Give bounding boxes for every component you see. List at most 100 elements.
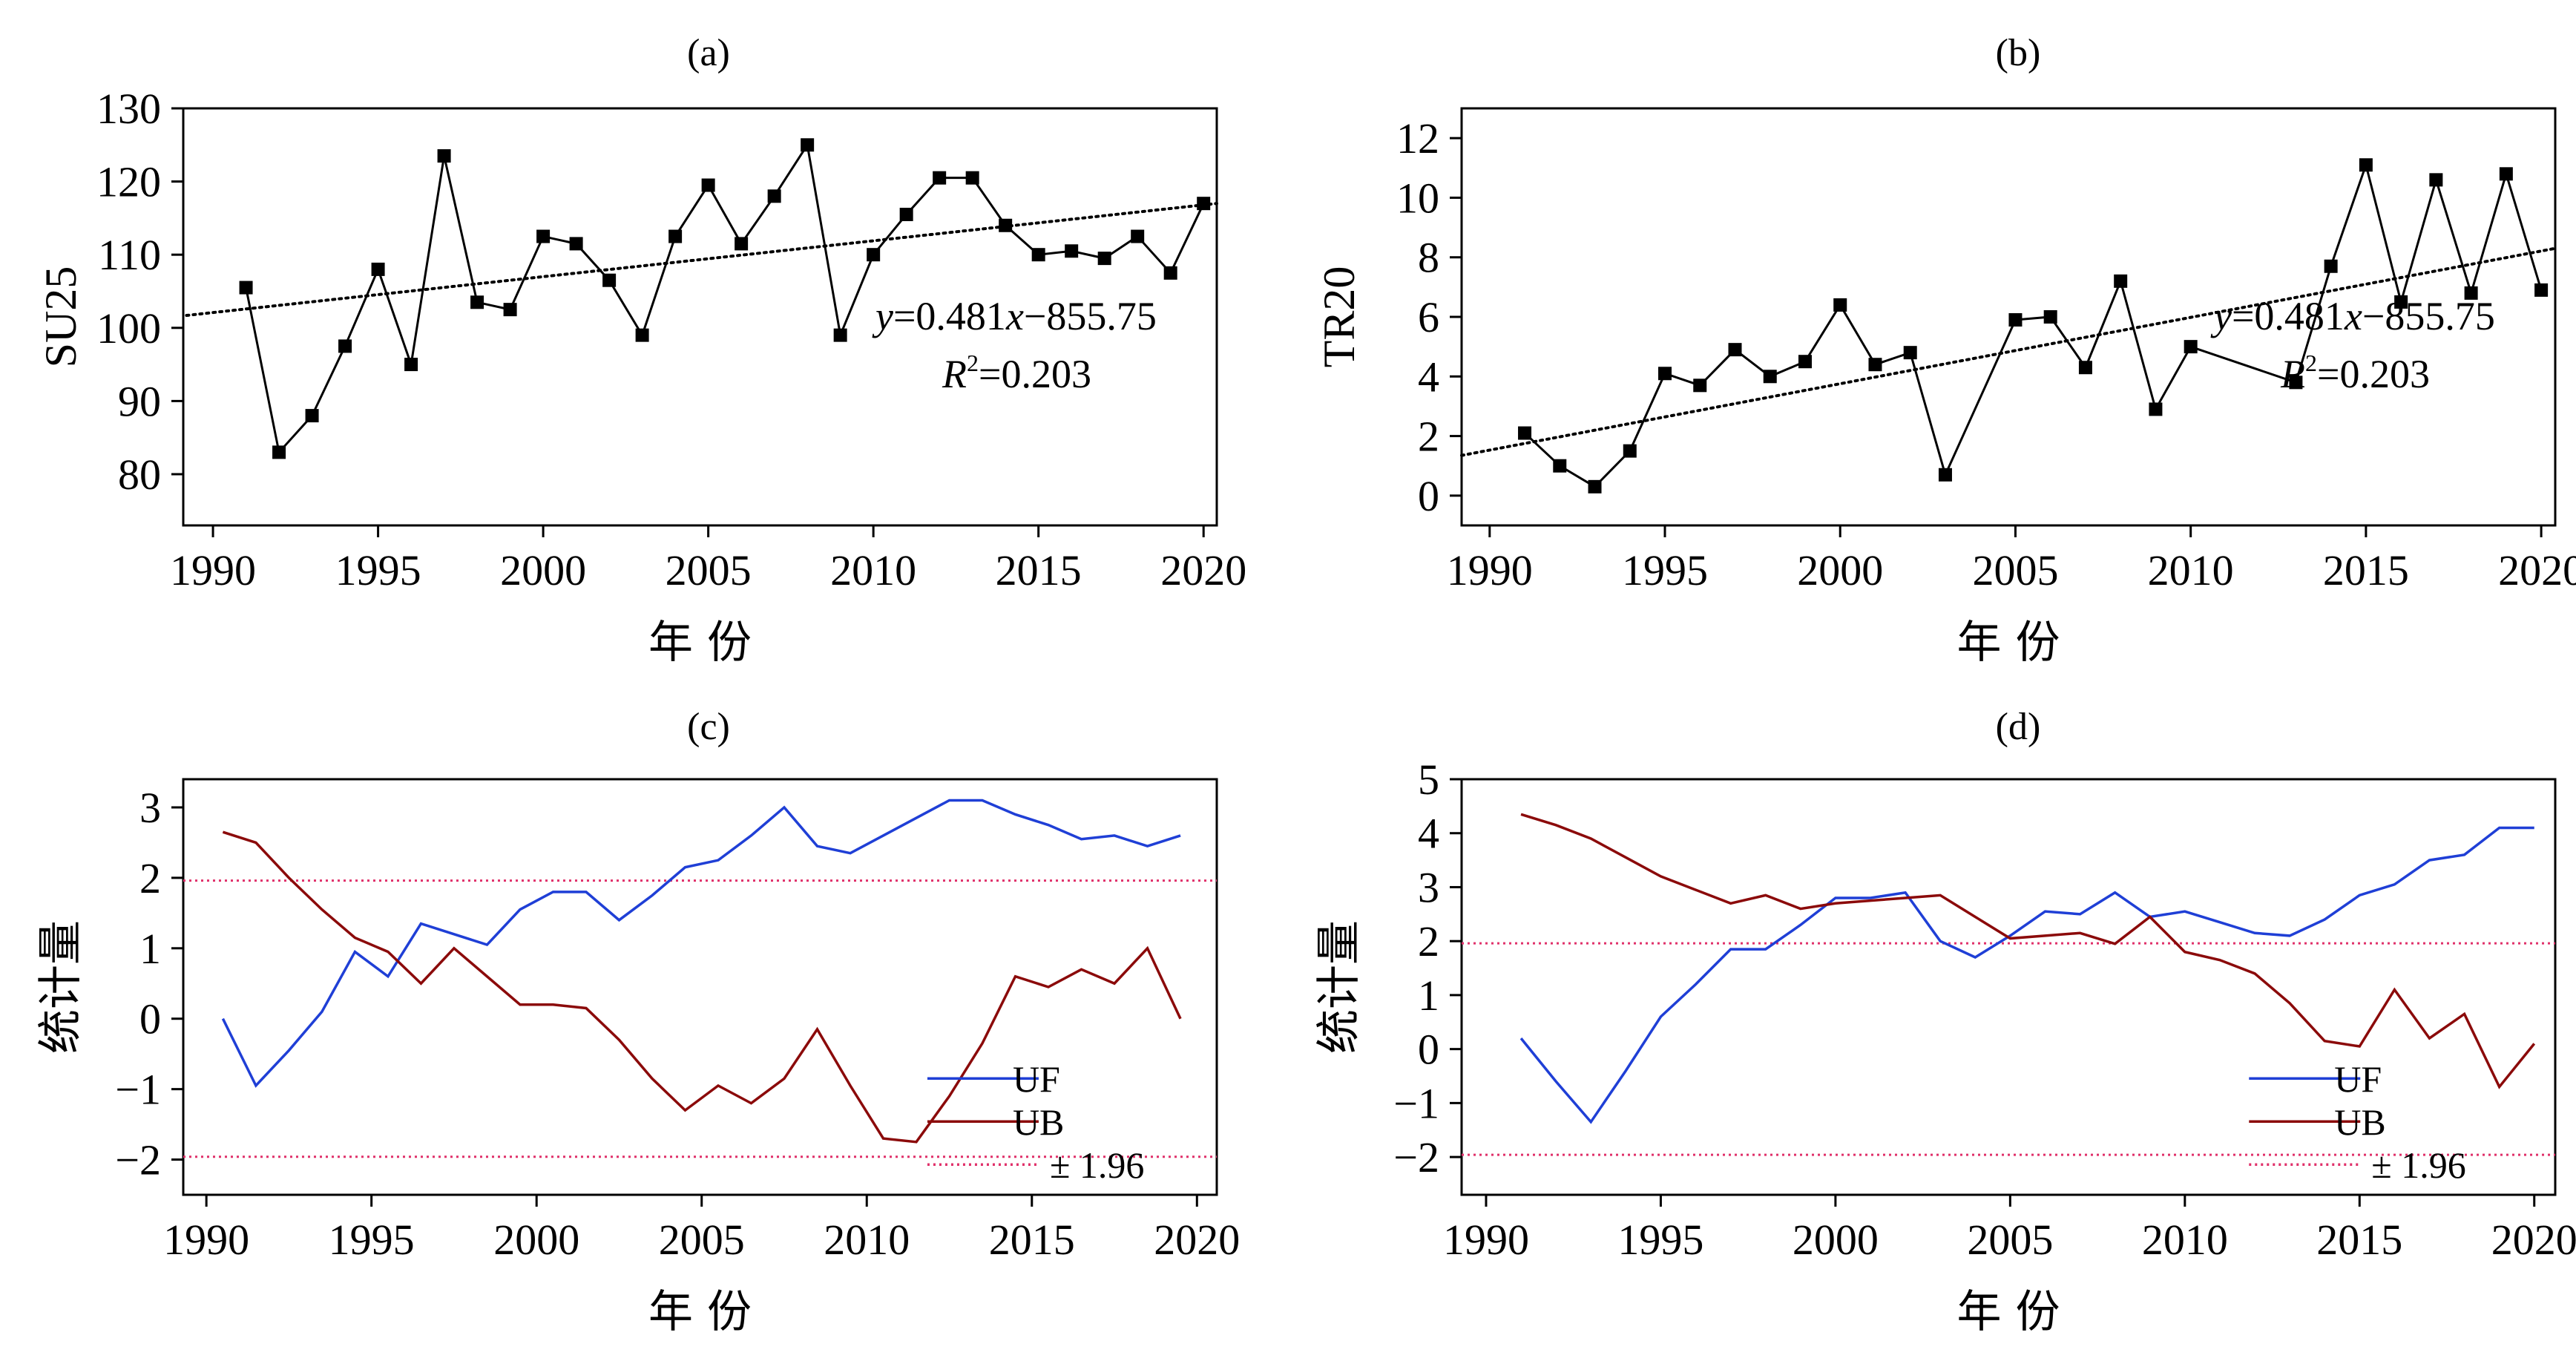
x-tick-label: 2020	[2491, 1216, 2576, 1264]
data-point	[536, 229, 551, 243]
data-point	[867, 248, 881, 262]
data-point	[2008, 313, 2023, 327]
series-line-uf	[1519, 826, 2534, 1124]
y-tick-label: −1	[1393, 1079, 1439, 1127]
legend-label: UB	[2334, 1101, 2385, 1143]
series-line-uf	[221, 799, 1181, 1088]
x-tick-label: 1995	[1622, 546, 1708, 594]
x-tick-label: 2000	[500, 546, 586, 594]
y-tick-label: 130	[96, 85, 161, 133]
x-tick-label: 2000	[1797, 546, 1883, 594]
y-tick-label: 0	[139, 995, 161, 1043]
y-tick-label: 100	[96, 304, 161, 353]
legend-label: UB	[1013, 1101, 1064, 1143]
data-point	[2114, 274, 2128, 288]
x-tick-label: 2000	[493, 1216, 579, 1264]
data-point	[2464, 286, 2478, 300]
data-point	[2359, 158, 2373, 172]
chart-panel-d: (d) 1990 1995 2000 2005 2010 2015 2020 −2 −1 0 1 2 3 4…	[1313, 706, 2576, 1338]
chart-panel-b: (b) 1990 1995 2000 2005 2010 2015 2020 0 2 4 6 8 10 12…	[1315, 32, 2576, 669]
data-point	[1903, 346, 1917, 360]
x-tick-label: 1995	[1617, 1216, 1703, 1264]
data-point	[272, 445, 286, 459]
panel-label: (d)	[1996, 706, 2041, 748]
x-axis-label: 年 份	[648, 1286, 752, 1338]
chart-panel-a: (a) 1990 1995 2000 2005 2010 2015 2020 80 90 100 11…	[36, 32, 1246, 669]
chart-panel-c: (c) 1990 1995 2000 2005 2010 2015 2020 −2 −1 0 1 2 3 年…	[35, 706, 1240, 1338]
x-tick-label: 2015	[996, 546, 1082, 594]
data-point	[1197, 197, 1211, 211]
x-tick-label: 1990	[1447, 546, 1533, 594]
data-point	[2429, 173, 2443, 187]
x-tick-label: 1990	[163, 1216, 249, 1264]
y-tick-label: 3	[1418, 863, 1439, 911]
data-point	[1131, 229, 1145, 243]
panel-label: (b)	[1996, 32, 2041, 74]
x-tick-label: 2010	[2142, 1216, 2228, 1264]
panel-label: (c)	[687, 706, 730, 748]
data-point	[1163, 266, 1177, 280]
data-point	[1065, 244, 1079, 258]
y-tick-label: 2	[1418, 413, 1439, 461]
data-point	[2043, 310, 2057, 324]
y-tick-label: 3	[139, 784, 161, 832]
y-tick-label: 8	[1418, 234, 1439, 282]
data-point	[1588, 479, 1602, 494]
x-tick-label: 2015	[2323, 546, 2409, 594]
y-tick-label: 90	[118, 377, 161, 425]
data-point	[437, 149, 451, 163]
x-axis-label: 年 份	[648, 617, 752, 669]
y-tick-label: 0	[1418, 1026, 1439, 1074]
y-tick-label: −1	[115, 1066, 161, 1114]
x-tick-label: 2020	[1160, 546, 1246, 594]
data-point	[899, 207, 913, 221]
y-tick-label: 4	[1418, 810, 1439, 858]
data-point	[833, 328, 847, 342]
data-point	[2324, 259, 2338, 273]
x-tick-label: 2020	[2498, 546, 2576, 594]
y-tick-label: 80	[118, 450, 161, 499]
y-tick-label: 5	[1418, 755, 1439, 804]
data-point	[2184, 340, 2198, 354]
x-tick-label: 2015	[989, 1216, 1075, 1264]
data-point	[1798, 355, 1812, 369]
data-point	[239, 281, 253, 295]
data-point	[1868, 358, 1882, 372]
x-tick-label: 2010	[2148, 546, 2234, 594]
y-tick-label: −2	[1393, 1133, 1439, 1181]
data-point	[1518, 426, 1532, 440]
y-tick-label: 1	[139, 925, 161, 973]
trend-equation: y=0.481x−855.75	[872, 294, 1157, 338]
x-tick-label: 2005	[666, 546, 752, 594]
y-axis-label: SU25	[36, 266, 85, 368]
x-axis-label: 年 份	[1956, 1286, 2060, 1338]
y-tick-label: 110	[98, 231, 161, 279]
data-point	[470, 295, 484, 309]
data-point	[305, 409, 319, 423]
data-point	[767, 189, 781, 203]
data-point	[635, 328, 649, 342]
x-tick-label: 1990	[170, 546, 256, 594]
plot-frame	[182, 778, 1218, 1196]
data-point	[1833, 298, 1847, 312]
data-point	[1623, 444, 1637, 458]
x-tick-label: 1995	[329, 1216, 415, 1264]
series-line-ub	[1520, 813, 2536, 1089]
data-point	[602, 273, 617, 287]
data-point	[701, 178, 715, 192]
x-tick-label: 2010	[824, 1216, 910, 1264]
data-point	[1031, 248, 1045, 262]
x-tick-label: 2005	[1967, 1216, 2053, 1264]
y-tick-label: 6	[1418, 293, 1439, 341]
data-point	[1097, 252, 1111, 266]
x-tick-label: 2005	[659, 1216, 745, 1264]
x-tick-label: 2020	[1154, 1216, 1240, 1264]
data-point	[2534, 283, 2549, 297]
y-tick-label: 0	[1418, 472, 1439, 520]
y-tick-label: 4	[1418, 353, 1439, 401]
x-tick-label: 1990	[1443, 1216, 1529, 1264]
data-point	[404, 358, 418, 372]
y-tick-label: 12	[1396, 114, 1439, 163]
